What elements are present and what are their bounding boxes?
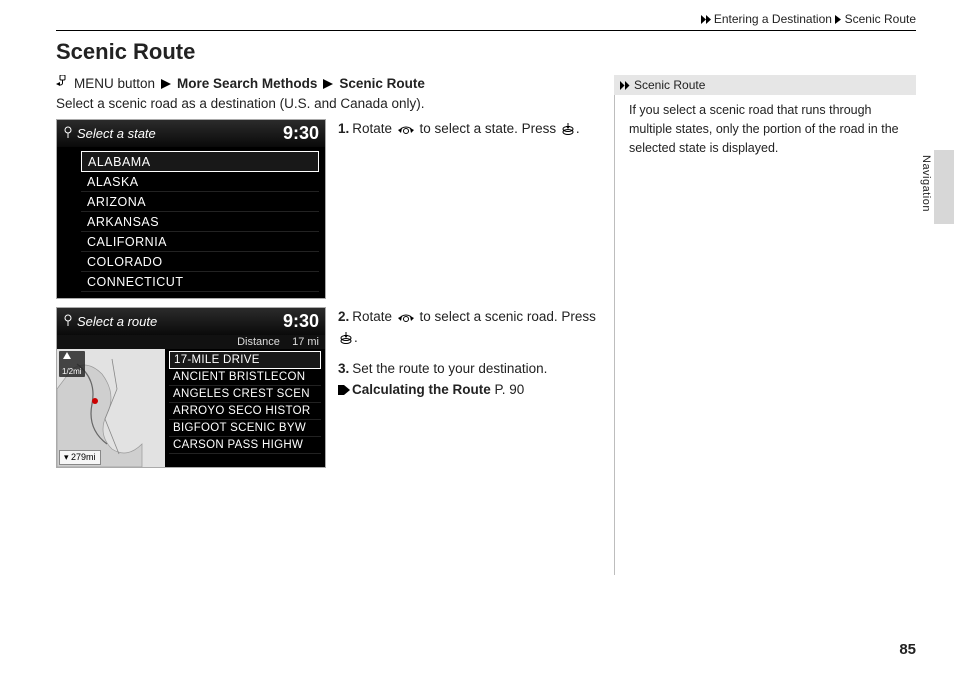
map-scale-bottom: ▾ 279mi bbox=[59, 450, 101, 465]
step3-text: Set the route to your destination. bbox=[352, 361, 547, 376]
step2-text-b: to select a scenic road. Press bbox=[416, 309, 596, 324]
xref-label: Calculating the Route bbox=[352, 382, 491, 397]
triangle-right-icon bbox=[161, 76, 171, 91]
step1-text-c: . bbox=[576, 121, 580, 136]
step1-text-b: to select a state. Press bbox=[416, 121, 560, 136]
screenshot1-clock: 9:30 bbox=[283, 123, 319, 144]
step1-text-a: Rotate bbox=[352, 121, 396, 136]
screenshot2-clock: 9:30 bbox=[283, 311, 319, 332]
step2-text-c: . bbox=[354, 330, 358, 345]
state-list-item: ARIZONA bbox=[81, 192, 319, 212]
route-list-item: 17-MILE DRIVE bbox=[169, 351, 321, 369]
step2-text-a: Rotate bbox=[352, 309, 396, 324]
route-list-item: ANGELES CREST SCEN bbox=[169, 386, 321, 403]
route-list-item: ARROYO SECO HISTOR bbox=[169, 403, 321, 420]
menu-path-prefix: MENU button bbox=[74, 76, 155, 91]
screenshot-select-route: Select a route 9:30 Distance 17 mi bbox=[56, 307, 326, 468]
rotate-dial-icon bbox=[396, 309, 416, 324]
page-title: Scenic Route bbox=[56, 39, 916, 65]
breadcrumb: Entering a Destination Scenic Route bbox=[56, 12, 916, 30]
state-list-item: CONNECTICUT bbox=[81, 272, 319, 292]
state-list-item: ALASKA bbox=[81, 172, 319, 192]
breadcrumb-arrow-icon bbox=[701, 12, 711, 26]
breadcrumb-arrow-icon bbox=[835, 12, 841, 26]
nav-marker-icon bbox=[63, 314, 73, 329]
section-tab bbox=[934, 150, 954, 224]
menu-path-part2: More Search Methods bbox=[177, 76, 317, 91]
section-tab-label: Navigation bbox=[920, 155, 932, 212]
menu-button-icon bbox=[56, 75, 68, 92]
press-dial-icon bbox=[338, 330, 354, 345]
sidebox-header: Scenic Route bbox=[614, 75, 916, 95]
press-dial-icon bbox=[560, 121, 576, 136]
menu-path: MENU button More Search Methods Scenic R… bbox=[56, 75, 596, 92]
step-1: 1.Rotate to select a state. Press . bbox=[338, 119, 596, 140]
divider bbox=[56, 30, 916, 31]
state-list-item: ARKANSAS bbox=[81, 212, 319, 232]
state-list-item: ALABAMA bbox=[81, 151, 319, 172]
sidebox-body: If you select a scenic road that runs th… bbox=[614, 95, 916, 575]
state-list-item: COLORADO bbox=[81, 252, 319, 272]
screenshot1-title: Select a state bbox=[77, 126, 156, 141]
xref-page: P. 90 bbox=[495, 382, 525, 397]
page-number: 85 bbox=[899, 641, 916, 658]
screenshot2-title: Select a route bbox=[77, 314, 157, 329]
breadcrumb-seg2: Scenic Route bbox=[845, 12, 916, 26]
triangle-right-icon bbox=[323, 76, 333, 91]
xref-arrow-icon bbox=[338, 382, 352, 397]
screenshot-select-state: Select a state 9:30 ALABAMAALASKAARIZONA… bbox=[56, 119, 326, 299]
rotate-dial-icon bbox=[396, 121, 416, 136]
route-list-item: BIGFOOT SCENIC BYW bbox=[169, 420, 321, 437]
route-list-item: ANCIENT BRISTLECON bbox=[169, 369, 321, 386]
double-chevron-icon bbox=[620, 78, 631, 92]
breadcrumb-seg1: Entering a Destination bbox=[714, 12, 832, 26]
sub-description: Select a scenic road as a destination (U… bbox=[56, 96, 596, 111]
step-2: 2.Rotate to select a scenic road. Press … bbox=[338, 307, 596, 349]
state-list-item: CALIFORNIA bbox=[81, 232, 319, 252]
nav-marker-icon bbox=[63, 126, 73, 141]
distance-label: Distance bbox=[237, 336, 280, 348]
map-thumbnail: 1/2mi ▾ 279mi bbox=[57, 349, 165, 467]
menu-path-part3: Scenic Route bbox=[339, 76, 425, 91]
sidebox-title: Scenic Route bbox=[634, 78, 705, 92]
step-3: 3.Set the route to your destination. Cal… bbox=[338, 359, 596, 401]
map-scale-top: 1/2mi bbox=[59, 351, 85, 377]
distance-value: 17 mi bbox=[292, 336, 319, 348]
route-list-item: CARSON PASS HIGHW bbox=[169, 437, 321, 454]
